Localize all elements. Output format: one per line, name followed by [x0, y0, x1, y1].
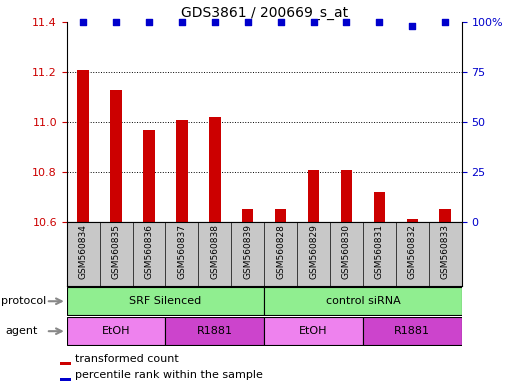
Text: EtOH: EtOH [102, 326, 130, 336]
Bar [407, 219, 418, 222]
Text: SRF Silenced: SRF Silenced [129, 296, 202, 306]
Point [244, 19, 252, 25]
Point [211, 19, 219, 25]
Text: R1881: R1881 [394, 326, 430, 336]
Point [145, 19, 153, 25]
Bar [275, 209, 286, 222]
Text: GSM560838: GSM560838 [210, 224, 220, 279]
Point [342, 19, 350, 25]
Text: GSM560839: GSM560839 [243, 224, 252, 279]
Point [178, 19, 186, 25]
Point [408, 23, 417, 29]
Bar [264, 287, 462, 315]
Text: GSM560836: GSM560836 [145, 224, 153, 279]
Bar [67, 317, 165, 345]
Bar [165, 317, 264, 345]
Text: GSM560835: GSM560835 [111, 224, 121, 279]
Bar [77, 70, 89, 222]
Bar [373, 192, 385, 222]
Point [79, 19, 87, 25]
Bar [264, 317, 363, 345]
Bar [176, 119, 188, 222]
Bar [308, 169, 319, 222]
Bar [341, 169, 352, 222]
Text: transformed count: transformed count [75, 354, 179, 364]
Bar [363, 317, 462, 345]
Bar [209, 117, 221, 222]
Text: GSM560828: GSM560828 [276, 224, 285, 279]
Text: GSM560829: GSM560829 [309, 224, 318, 279]
Text: GSM560834: GSM560834 [78, 224, 88, 279]
Text: GSM560831: GSM560831 [375, 224, 384, 279]
Point [309, 19, 318, 25]
Text: percentile rank within the sample: percentile rank within the sample [75, 369, 263, 379]
Point [441, 19, 449, 25]
Title: GDS3861 / 200669_s_at: GDS3861 / 200669_s_at [181, 6, 348, 20]
Text: EtOH: EtOH [299, 326, 328, 336]
Text: control siRNA: control siRNA [326, 296, 400, 306]
Bar [61, 378, 71, 381]
Bar [67, 287, 264, 315]
Text: agent: agent [6, 326, 38, 336]
Bar [242, 209, 253, 222]
Text: GSM560833: GSM560833 [441, 224, 450, 279]
Text: protocol: protocol [1, 296, 46, 306]
Bar [440, 209, 451, 222]
Bar [61, 362, 71, 365]
Text: R1881: R1881 [197, 326, 233, 336]
Bar [110, 89, 122, 222]
Point [376, 19, 384, 25]
Point [277, 19, 285, 25]
Bar [143, 129, 155, 222]
Text: GSM560837: GSM560837 [177, 224, 186, 279]
Point [112, 19, 120, 25]
Text: GSM560832: GSM560832 [408, 224, 417, 279]
Text: GSM560830: GSM560830 [342, 224, 351, 279]
